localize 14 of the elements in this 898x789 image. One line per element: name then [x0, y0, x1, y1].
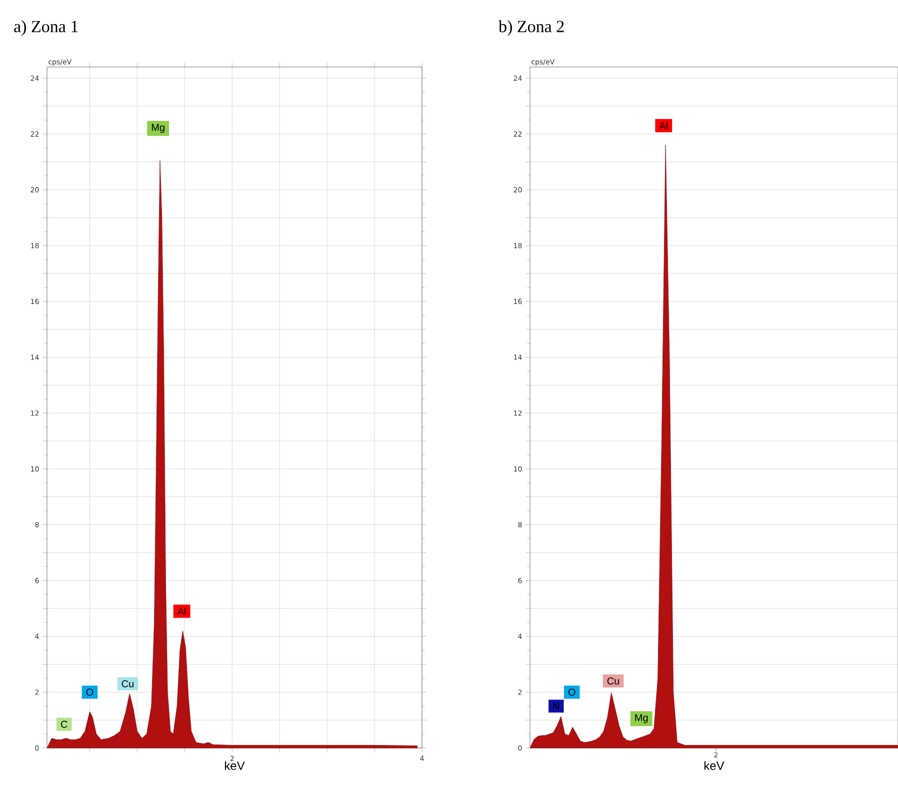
annotation: Mg [152, 124, 164, 133]
annotation: O [568, 688, 576, 696]
annotation: C [60, 720, 68, 728]
x-axis-title: keV [224, 761, 245, 770]
x-axis-title: keV [704, 761, 724, 770]
annotation: O [86, 688, 94, 696]
annotation: Cu [122, 680, 134, 688]
annotation: Al [177, 608, 186, 615]
annotation: Al [659, 122, 668, 130]
annotation: Cu [607, 677, 620, 685]
chart-title: a) Zona 1 [14, 20, 78, 36]
chart-title: b) Zona 2 [498, 20, 564, 36]
annotation: N [553, 702, 559, 710]
annotation: Mg [635, 714, 648, 724]
